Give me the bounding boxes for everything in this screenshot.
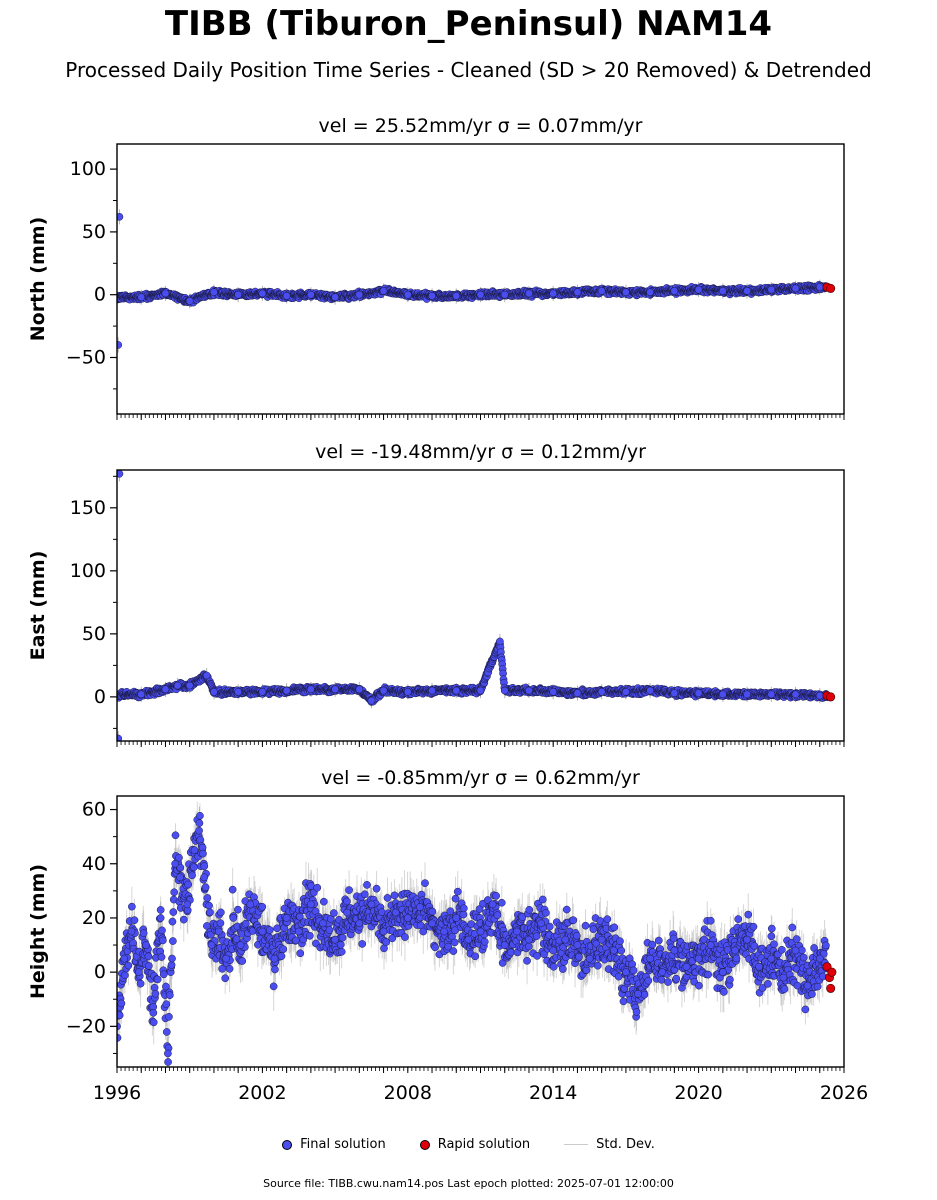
y-tick-label: 50 <box>82 221 106 243</box>
y-axis-label: North (mm) <box>27 217 49 342</box>
final-solution-point <box>234 290 243 299</box>
panel-title: vel = -19.48mm/yr σ = 0.12mm/yr <box>315 441 646 463</box>
final-solution-point <box>718 287 727 295</box>
y-tick-label: 50 <box>82 623 106 645</box>
final-solution-point <box>549 289 558 298</box>
panel-1: vel = 25.52mm/yr σ = 0.07mm/yr North (mm)… <box>27 115 845 420</box>
final-solution-point <box>137 293 146 302</box>
final-solution-point <box>767 285 776 294</box>
final-solution-point <box>210 288 218 297</box>
rapid-solution-point <box>826 283 836 293</box>
y-tick-label: 100 <box>70 560 106 582</box>
y-tick-label: 150 <box>70 497 106 519</box>
y-axis-label: East (mm) <box>27 551 49 661</box>
final-solution-point <box>331 293 339 302</box>
final-solution-point <box>185 297 194 305</box>
final-solution-point <box>117 212 124 221</box>
final-solution-point <box>791 284 800 293</box>
chart-title: TIBB (Tiburon_Peninsul) NAM14 <box>164 4 773 44</box>
plot-frame <box>116 143 845 415</box>
final-solution-point <box>161 289 170 298</box>
final-solution-point <box>646 288 654 297</box>
chart-subtitle: Processed Daily Position Time Series - C… <box>65 58 872 82</box>
std-dev-bars <box>117 470 828 741</box>
final-solution-point <box>694 285 703 294</box>
final-solution-point <box>573 288 582 297</box>
final-solution-point <box>258 289 267 298</box>
panel-2: vel = -19.48mm/yr σ = 0.12mm/yr East (mm)… <box>27 441 845 747</box>
panel-title: vel = 25.52mm/yr σ = 0.07mm/yr <box>319 115 643 137</box>
final-solution-point <box>476 290 485 299</box>
y-tick-label: 100 <box>70 158 106 180</box>
final-solution-point <box>282 292 291 300</box>
y-tick-label: −50 <box>66 346 106 368</box>
y-tick-label: 0 <box>94 284 106 306</box>
final-solution-point <box>815 283 824 292</box>
y-tick-label: 0 <box>94 686 106 708</box>
final-solution-point <box>525 289 533 298</box>
final-solution-point <box>355 290 364 299</box>
final-solution-points <box>117 212 836 349</box>
final-solution-point <box>500 290 509 299</box>
final-solution-point <box>622 288 630 297</box>
final-solution-point <box>597 287 606 295</box>
final-solution-point <box>117 341 123 349</box>
final-solution-point <box>452 292 461 300</box>
final-solution-point <box>743 287 751 295</box>
final-solution-point <box>379 287 388 295</box>
final-solution-point <box>428 292 436 300</box>
final-solution-point <box>403 290 412 299</box>
std-dev-bars <box>117 209 828 353</box>
final-solution-point <box>670 287 679 295</box>
final-solution-point <box>307 290 315 299</box>
